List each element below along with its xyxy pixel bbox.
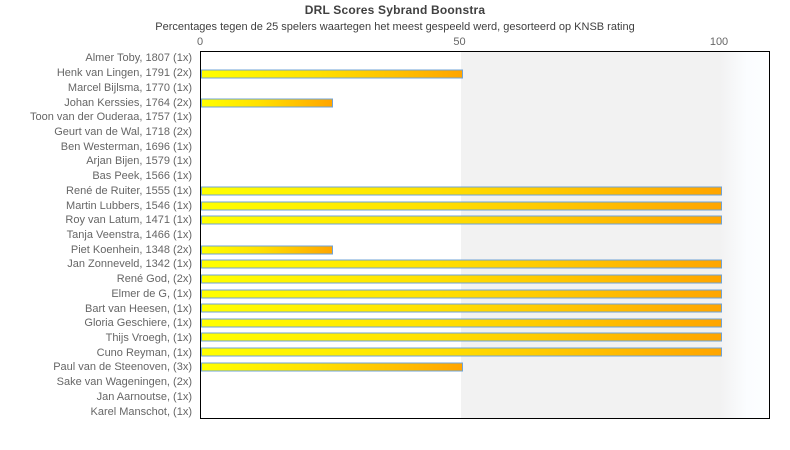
category-label: Martin Lubbers, 1546 (1x): [66, 199, 192, 212]
bar-row: [201, 286, 769, 301]
category-label: Bart van Heesen, (1x): [85, 302, 192, 315]
plot-area: [200, 51, 770, 419]
percentage-bar: [201, 303, 722, 313]
bar-row: [201, 125, 769, 140]
bar-row: [201, 257, 769, 272]
background-band-50-100: [461, 52, 720, 418]
percentage-bar: [201, 347, 722, 357]
x-axis-tick-label: 50: [453, 36, 466, 48]
bar-row: [201, 316, 769, 331]
bar-row: [201, 140, 769, 155]
x-axis-tick-label: 100: [709, 36, 729, 48]
x-axis-tick-label: 0: [196, 36, 204, 48]
category-label: Marcel Bijlsma, 1770 (1x): [67, 81, 192, 94]
chart-title: DRL Scores Sybrand Boonstra: [304, 3, 486, 17]
bar-row: [201, 213, 769, 228]
category-label: Paul van de Steenoven, (3x): [53, 361, 192, 374]
category-label: Elmer de G, (1x): [111, 287, 192, 300]
percentage-bar: [201, 332, 722, 342]
bar-row: [201, 198, 769, 213]
bar-row: [201, 345, 769, 360]
category-label: Karel Manschot, (1x): [90, 405, 192, 418]
bar-row: [201, 242, 769, 257]
bar-row: [201, 389, 769, 404]
bar-row: [201, 403, 769, 418]
percentage-bar: [201, 201, 722, 211]
category-label: Piet Koenhein, 1348 (2x): [70, 243, 192, 256]
bar-row: [201, 154, 769, 169]
bar-row: [201, 111, 769, 126]
background-band-right-margin: [720, 52, 769, 418]
percentage-bar: [201, 215, 722, 225]
category-label: Jan Aarnoutse, (1x): [96, 390, 192, 403]
percentage-bar: [201, 259, 722, 269]
bar-row: [201, 67, 769, 82]
bar-row: [201, 359, 769, 374]
category-label: Jan Zonneveld, 1342 (1x): [67, 258, 192, 271]
category-label: René de Ruiter, 1555 (1x): [66, 184, 192, 197]
percentage-bar: [201, 274, 722, 284]
bar-row: [201, 184, 769, 199]
category-label: René God, (2x): [116, 273, 192, 286]
category-label: Thijs Vroegh, (1x): [105, 332, 192, 345]
category-label: Ben Westerman, 1696 (1x): [60, 140, 192, 153]
bar-row: [201, 52, 769, 67]
percentage-bar: [201, 289, 722, 299]
category-label: Henk van Lingen, 1791 (2x): [56, 67, 192, 80]
category-label: Toon van der Ouderaa, 1757 (1x): [29, 111, 192, 124]
category-label: Almer Toby, 1807 (1x): [85, 52, 192, 65]
percentage-bar: [201, 362, 463, 372]
category-label: Gloria Geschiere, (1x): [84, 317, 192, 330]
percentage-bar: [201, 98, 333, 108]
category-label: Sake van Wageningen, (2x): [56, 376, 192, 389]
y-axis-labels: Almer Toby, 1807 (1x) Henk van Lingen, 17…: [0, 51, 196, 419]
category-label: Tanja Veenstra, 1466 (1x): [66, 228, 192, 241]
category-label: Roy van Latum, 1471 (1x): [65, 214, 192, 227]
percentage-bar: [201, 186, 722, 196]
bar-row: [201, 96, 769, 111]
bar-row: [201, 374, 769, 389]
category-label: Geurt van de Wal, 1718 (2x): [54, 125, 192, 138]
bar-row: [201, 81, 769, 96]
percentage-bar: [201, 318, 722, 328]
chart-subtitle: Percentages tegen de 25 spelers waartege…: [155, 21, 635, 33]
bar-row: [201, 228, 769, 243]
category-label: Arjan Bijen, 1579 (1x): [86, 155, 192, 168]
category-label: Cuno Reyman, (1x): [96, 346, 192, 359]
bar-row: [201, 169, 769, 184]
bar-row: [201, 272, 769, 287]
percentage-bar: [201, 69, 463, 79]
bar-rows: [201, 52, 769, 418]
bar-row: [201, 330, 769, 345]
category-label: Bas Peek, 1566 (1x): [92, 170, 192, 183]
category-label: Johan Kerssies, 1764 (2x): [64, 96, 192, 109]
percentage-bar: [201, 245, 333, 255]
bar-row: [201, 301, 769, 316]
